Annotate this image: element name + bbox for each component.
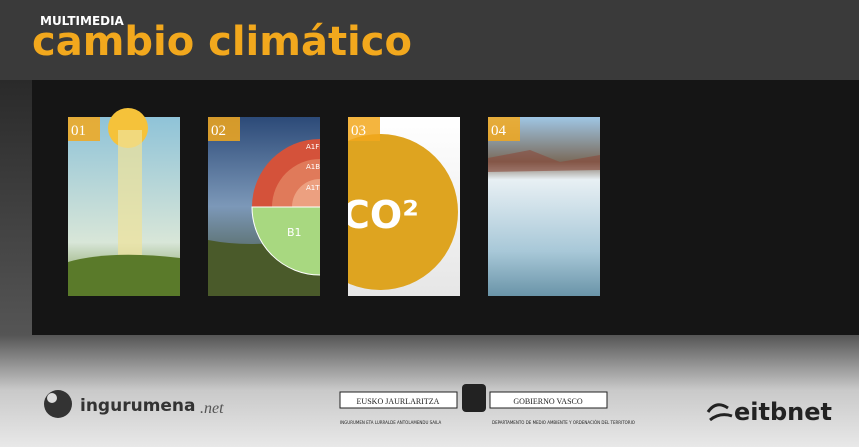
chart-segment [251,206,320,276]
logo-icon [706,403,733,422]
logo-text: eitbnet [734,398,832,426]
card-number: 01 [71,123,86,139]
card-number-bg [348,117,380,141]
logo-icon [44,390,72,418]
sunbeam [118,130,142,260]
logo-subtext: DEPARTAMENTO DE MEDIO AMBIENTE Y ORDENAC… [492,420,635,425]
header-title: cambio climático [32,19,412,65]
emblem [462,384,486,412]
logo-box [339,391,458,409]
logo-subtext: INGURUMEN ETA LURRALDE ANTOLAMENDU SAILA [340,420,441,425]
logo-text: .net [200,400,224,417]
card-number: 02 [211,123,226,139]
card-3[interactable]: CO² [302,117,460,296]
card-number-bg [208,117,240,141]
card-number: 03 [351,123,366,139]
logo-icon [47,393,57,403]
hills [68,254,180,296]
logo-text: EUSKO JAURLARITZA [357,397,440,406]
chart-segment [292,179,320,207]
co2-text: CO² [342,193,419,237]
card-1[interactable] [68,108,180,296]
card-number: 04 [491,123,507,139]
logo-box [489,391,608,409]
chart-label: A1FI [306,143,321,151]
eitb-logo[interactable]: eitbnet [706,398,832,426]
ingurumena-logo[interactable]: ingurumena .net [44,390,224,418]
chart-label: B1 [287,226,302,239]
card-number-bg [68,117,100,141]
card-number-bg [488,117,520,141]
logo-text: GOBIERNO VASCO [513,397,582,406]
gobierno-logo[interactable]: EUSKO JAURLARITZA GOBIERNO VASCO INGURUM… [339,384,635,425]
card-2[interactable]: A1FI A1B A1T B1 [208,117,388,296]
header-label: MULTIMEDIA [40,14,125,28]
chart-label: A1B [306,163,320,171]
card-4[interactable] [488,117,600,296]
chart-label: A1T [306,184,320,192]
co2-circle [348,134,458,290]
logo-text: ingurumena [80,396,196,416]
card-image [488,117,600,296]
mountain [488,150,600,172]
